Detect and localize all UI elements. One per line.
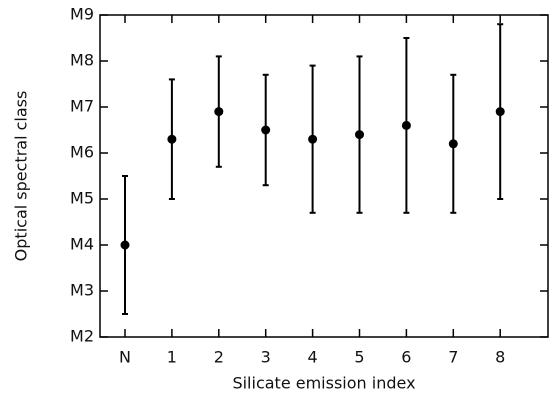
y-tick-label: M3 xyxy=(70,281,94,300)
plot-frame xyxy=(99,14,549,338)
point xyxy=(120,240,130,250)
point xyxy=(401,120,411,130)
point xyxy=(261,125,271,135)
point xyxy=(308,134,318,144)
x-tick-label: 7 xyxy=(448,348,458,367)
y-tick-label: M6 xyxy=(70,143,94,162)
point xyxy=(448,139,458,149)
y-tick-label: M7 xyxy=(70,97,94,116)
x-tick-label: N xyxy=(119,348,131,367)
x-tick-label: 6 xyxy=(401,348,411,367)
y-tick-label: M2 xyxy=(70,327,94,346)
x-tick-label: 3 xyxy=(261,348,271,367)
x-tick-label: 1 xyxy=(167,348,177,367)
x-axis-label: Silicate emission index xyxy=(232,374,415,393)
x-tick-label: 4 xyxy=(308,348,318,367)
point xyxy=(355,130,364,140)
y-tick-label: M9 xyxy=(70,5,94,24)
point xyxy=(495,107,505,117)
x-tick-label: 2 xyxy=(214,348,224,367)
point xyxy=(214,107,224,117)
y-axis-label: Optical spectral class xyxy=(12,91,31,262)
x-tick-label: 5 xyxy=(354,348,364,367)
x-tick-label: 8 xyxy=(495,348,505,367)
y-tick-label: M8 xyxy=(70,51,94,70)
y-tick-label: M4 xyxy=(70,235,94,254)
y-tick-label: M5 xyxy=(70,189,94,208)
point xyxy=(167,134,177,144)
